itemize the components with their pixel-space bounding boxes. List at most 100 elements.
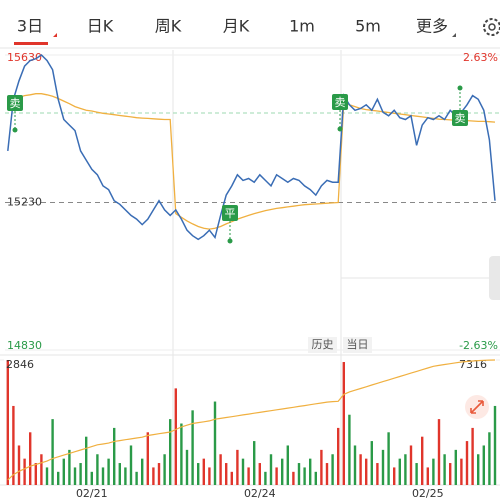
volume-bar xyxy=(482,445,485,485)
volume-bar xyxy=(437,419,441,485)
volume-bar xyxy=(118,463,121,485)
volume-bar xyxy=(415,463,418,485)
volume-bar xyxy=(230,471,233,485)
volume-bar xyxy=(146,432,149,485)
volume-bar xyxy=(197,463,200,485)
expand-button[interactable] xyxy=(465,395,489,419)
gear-outer[interactable] xyxy=(483,18,500,36)
volume-bar xyxy=(124,467,127,485)
expand-arrows[interactable] xyxy=(470,400,484,414)
volume-bar xyxy=(370,441,373,485)
volume-bar xyxy=(342,362,345,485)
volume-bar xyxy=(157,463,161,485)
volume-bar xyxy=(45,467,49,485)
volume-bar xyxy=(275,467,278,485)
settings-icon[interactable] xyxy=(483,18,500,36)
history-button-bg[interactable] xyxy=(308,337,337,353)
volume-bar xyxy=(29,432,32,485)
volume-bar xyxy=(376,463,379,485)
volume-bar xyxy=(129,445,133,485)
annotation-badge xyxy=(222,205,238,221)
volume-bar xyxy=(185,449,189,485)
volume-bar xyxy=(96,454,99,485)
volume-bar xyxy=(113,427,116,485)
volume-tick-label: 2846 xyxy=(6,358,34,371)
volume-bar xyxy=(202,458,205,485)
volume-bar xyxy=(17,445,21,485)
volume-bar xyxy=(51,419,54,485)
volume-bar xyxy=(353,445,357,485)
volume-bar xyxy=(281,458,284,485)
x-tick-label: 02/24 xyxy=(244,487,276,500)
tab[interactable]: 月K xyxy=(223,17,250,36)
tab[interactable]: 5m xyxy=(355,17,381,36)
volume-bar xyxy=(292,471,295,485)
price-line xyxy=(7,54,496,241)
volume-bar xyxy=(325,463,329,485)
volume-bar xyxy=(40,454,43,485)
volume-bar xyxy=(169,419,172,485)
volume-bar xyxy=(398,458,401,485)
volume-bar xyxy=(297,463,301,485)
volume-bar xyxy=(253,441,256,485)
volume-bar xyxy=(225,463,228,485)
volume-bar xyxy=(258,463,261,485)
history-button-bg[interactable] xyxy=(343,337,372,353)
volume-bar xyxy=(471,427,474,485)
volume-bar xyxy=(6,360,9,485)
annotation-dot xyxy=(457,85,463,91)
y-tick-label: 14830 xyxy=(7,339,42,352)
tab[interactable]: 周K xyxy=(155,17,182,36)
side-handle[interactable] xyxy=(489,256,500,300)
volume-bar xyxy=(191,410,194,485)
annotation-badge xyxy=(7,95,23,111)
volume-bar xyxy=(359,454,362,485)
annotation-label: 卖 xyxy=(10,97,21,110)
volume-bar xyxy=(426,467,429,485)
volume-bar xyxy=(269,454,273,485)
volume-bar xyxy=(449,463,452,485)
volume-bar xyxy=(387,432,390,485)
x-tick-label: 02/21 xyxy=(76,487,108,500)
volume-bar xyxy=(163,454,166,485)
history-button[interactable]: 历史 xyxy=(312,338,334,351)
tab[interactable]: 1m xyxy=(289,17,315,36)
volume-bar xyxy=(432,458,435,485)
annotation-dot xyxy=(12,127,18,133)
volume-bar xyxy=(421,436,424,485)
tab-bar xyxy=(0,0,500,48)
volume-bar xyxy=(152,467,155,485)
volume-bar xyxy=(213,401,217,485)
volume-bar xyxy=(493,405,497,485)
annotation-label: 卖 xyxy=(455,112,466,125)
volume-bar xyxy=(264,471,267,485)
volume-bar xyxy=(241,458,245,485)
volume-bar xyxy=(73,467,77,485)
volume-bar xyxy=(23,458,26,485)
volume-bar xyxy=(393,467,396,485)
volume-bar xyxy=(174,388,177,485)
volume-bar xyxy=(236,449,239,485)
y-tick-label: 15630 xyxy=(7,51,42,64)
volume-bar xyxy=(219,454,222,485)
annotation-badge xyxy=(452,110,468,126)
volume-bar xyxy=(180,423,183,485)
gear-inner[interactable] xyxy=(488,23,496,31)
tab[interactable]: 更多 xyxy=(416,17,448,36)
volume-bar xyxy=(303,467,306,485)
volume-bar xyxy=(465,441,469,485)
volume-bar xyxy=(309,458,312,485)
volume-bar xyxy=(247,467,250,485)
tab[interactable]: 日K xyxy=(87,17,114,36)
history-button[interactable]: 当日 xyxy=(347,337,369,351)
x-tick-label: 02/25 xyxy=(412,487,444,500)
volume-bar xyxy=(314,471,317,485)
annotation-badge xyxy=(332,94,348,110)
volume-bar xyxy=(12,405,15,485)
volume-bar xyxy=(488,432,491,485)
volume-bar xyxy=(320,449,323,485)
tab-caret xyxy=(53,33,57,37)
tab[interactable]: 3日 xyxy=(17,17,43,36)
volume-bar xyxy=(409,445,413,485)
